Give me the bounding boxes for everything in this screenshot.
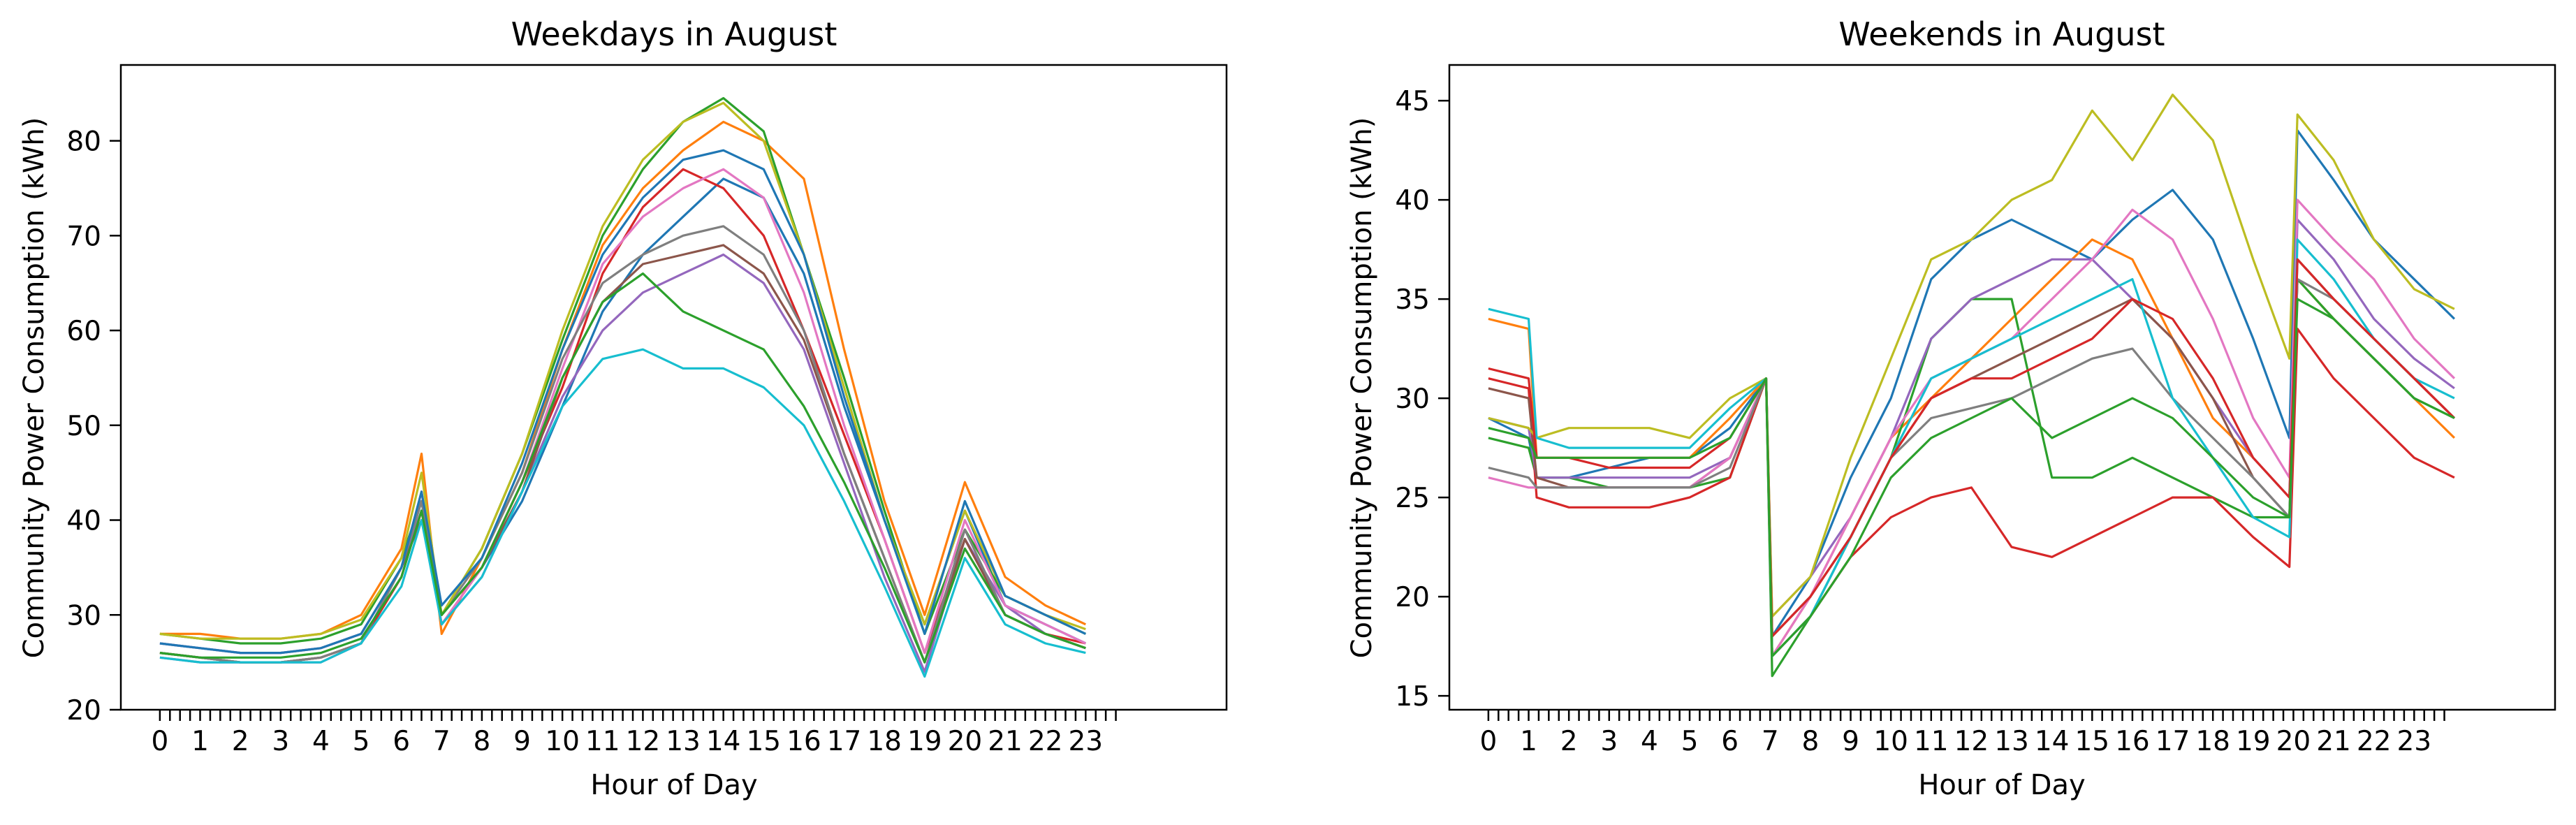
y-tick-label: 80 — [66, 126, 101, 158]
x-tick-label: 12 — [1954, 726, 1989, 757]
x-tick-label: 18 — [867, 726, 902, 757]
x-axis-label: Hour of Day — [590, 769, 757, 801]
y-tick-label: 45 — [1395, 86, 1430, 117]
y-tick-label: 50 — [66, 411, 101, 442]
x-tick-label: 1 — [1520, 726, 1537, 757]
chart-weekdays: Weekdays in August 0 1 2 3 4 5 6 7 8 9 10 11 12 13 14 1… — [18, 15, 1228, 801]
x-tick-label: 11 — [1914, 726, 1949, 757]
series-layer — [1488, 94, 2456, 678]
y-tick-label: 25 — [1395, 483, 1430, 514]
x-tick-label: 11 — [585, 726, 620, 757]
y-tick-label: 40 — [66, 506, 101, 537]
y-tick-label: 20 — [1395, 582, 1430, 613]
x-tick-label: 18 — [2195, 726, 2230, 757]
y-axis-label: Community Power Consumption (kWh) — [1346, 117, 1378, 659]
chart-title: Weekends in August — [1838, 15, 2165, 53]
series-line-7 — [159, 168, 1086, 655]
x-tick-label: 4 — [312, 726, 330, 757]
x-tick-label: 4 — [1641, 726, 1658, 757]
y-tick-label: 20 — [66, 695, 101, 727]
series-line-11 — [159, 149, 1086, 655]
x-tick-label: 23 — [1068, 726, 1103, 757]
chart-title: Weekdays in August — [511, 15, 837, 53]
x-tick-label: 15 — [746, 726, 781, 757]
series-line-10 — [1488, 238, 2455, 657]
x-tick-label: 14 — [706, 726, 741, 757]
y-axis: 15 20 25 30 35 40 45 — [1395, 86, 1449, 713]
x-tick-label: 16 — [786, 726, 821, 757]
x-tick-label: 8 — [473, 726, 490, 757]
x-tick-label: 19 — [2236, 726, 2271, 757]
x-axis: 0 1 2 3 4 5 6 7 8 9 10 11 12 13 14 15 16 17 18 19 20 21 22 23 — [1479, 710, 2445, 757]
x-tick-label: 0 — [1479, 726, 1497, 757]
x-tick-label: 21 — [988, 726, 1023, 757]
x-tick-label: 9 — [513, 726, 531, 757]
x-tick-label: 7 — [1762, 726, 1779, 757]
series-line-1 — [1488, 129, 2456, 638]
y-tick-label: 15 — [1395, 681, 1430, 713]
chart-weekends: Weekends in August 0 1 2 3 4 5 6 7 8 9 10 11 12 13 14 1… — [1346, 15, 2556, 801]
x-tick-label: 3 — [272, 726, 289, 757]
y-tick-label: 60 — [66, 316, 101, 347]
y-tick-label: 35 — [1395, 284, 1430, 316]
x-tick-label: 6 — [1721, 726, 1739, 757]
x-tick-label: 6 — [393, 726, 410, 757]
x-tick-label: 12 — [626, 726, 661, 757]
series-layer — [159, 96, 1086, 678]
y-tick-label: 30 — [66, 600, 101, 631]
series-line-12 — [1488, 298, 2455, 657]
x-tick-label: 19 — [907, 726, 942, 757]
series-line-4 — [1488, 328, 2455, 657]
series-line-10 — [159, 348, 1086, 678]
x-tick-label: 22 — [2357, 726, 2392, 757]
x-tick-label: 9 — [1842, 726, 1859, 757]
x-tick-label: 16 — [2115, 726, 2150, 757]
x-axis: 0 1 2 3 4 5 6 7 8 9 10 11 12 13 14 15 16 17 18 19 20 21 22 23 — [151, 710, 1117, 757]
x-tick-label: 10 — [1873, 726, 1908, 757]
x-tick-label: 15 — [2074, 726, 2109, 757]
x-tick-label: 22 — [1028, 726, 1063, 757]
series-line-9 — [1488, 94, 2455, 618]
series-line-12 — [159, 272, 1086, 664]
x-tick-label: 23 — [2396, 726, 2431, 757]
x-tick-label: 17 — [2156, 726, 2190, 757]
x-tick-label: 20 — [2276, 726, 2311, 757]
x-tick-label: 8 — [1801, 726, 1819, 757]
x-tick-label: 13 — [666, 726, 701, 757]
y-tick-label: 30 — [1395, 384, 1430, 415]
x-tick-label: 1 — [191, 726, 209, 757]
x-tick-label: 7 — [433, 726, 451, 757]
x-tick-label: 14 — [2035, 726, 2070, 757]
x-axis-label: Hour of Day — [1918, 769, 2085, 801]
y-axis-label: Community Power Consumption (kWh) — [18, 117, 50, 659]
y-tick-label: 40 — [1395, 185, 1430, 217]
x-tick-label: 21 — [2316, 726, 2351, 757]
x-tick-label: 2 — [1560, 726, 1578, 757]
x-tick-label: 2 — [232, 726, 249, 757]
x-tick-label: 10 — [545, 726, 580, 757]
x-tick-label: 5 — [1681, 726, 1699, 757]
x-tick-label: 5 — [353, 726, 370, 757]
x-tick-label: 0 — [151, 726, 168, 757]
plot-frame — [1448, 64, 2556, 711]
x-tick-label: 3 — [1600, 726, 1618, 757]
x-tick-label: 17 — [827, 726, 862, 757]
x-tick-label: 13 — [1994, 726, 2029, 757]
y-axis: 20 30 40 50 60 70 80 — [66, 126, 121, 727]
series-line-9 — [159, 101, 1086, 640]
y-tick-label: 70 — [66, 221, 101, 252]
x-tick-label: 20 — [948, 726, 983, 757]
